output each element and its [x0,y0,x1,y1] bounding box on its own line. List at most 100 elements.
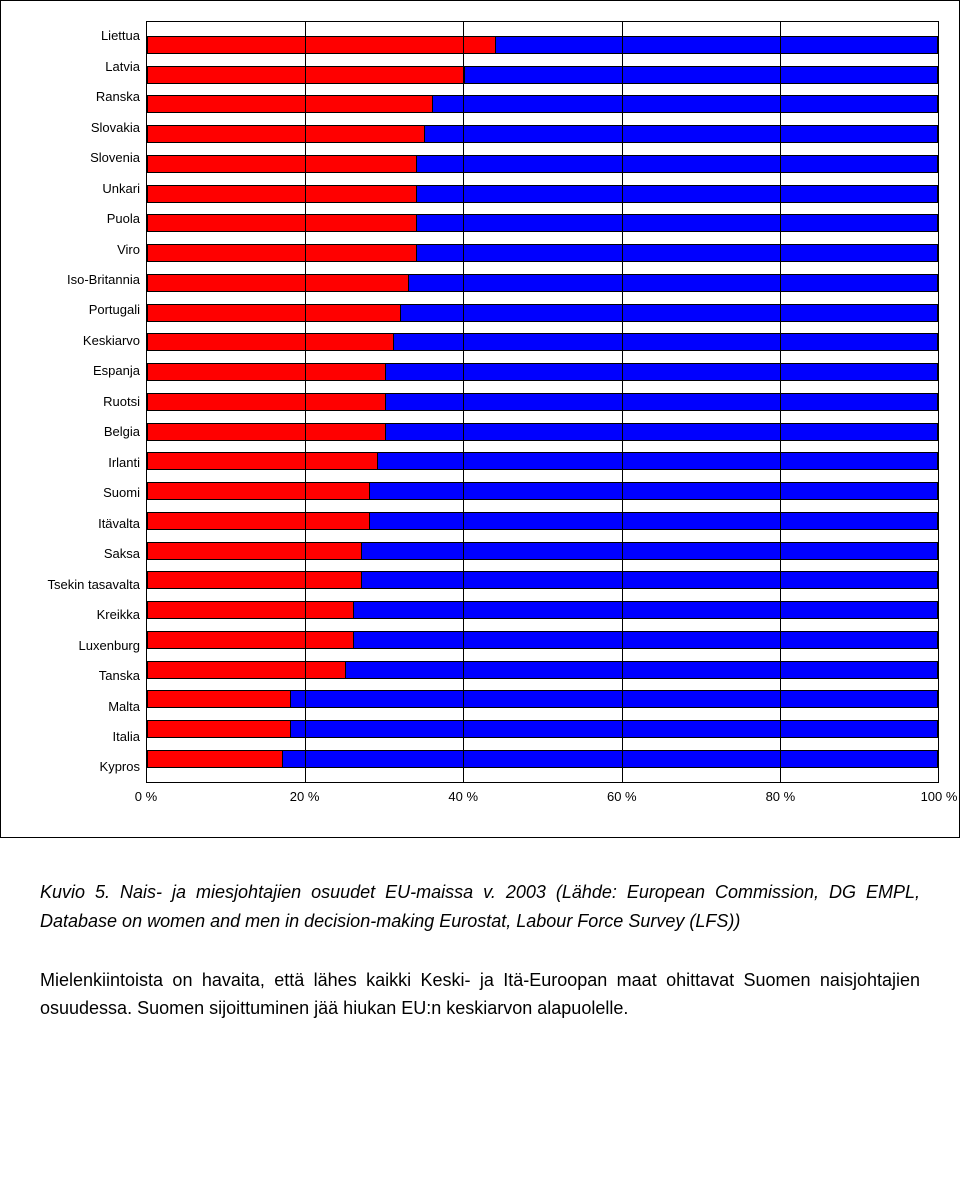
bar-row [147,333,938,351]
grid-line [305,22,306,782]
bar-row [147,363,938,381]
bar-segment-female [148,483,370,499]
bar-row [147,423,938,441]
bar-segment-male [362,572,937,588]
bar-segment-male [283,751,937,767]
category-label: Iso-Britannia [21,265,146,295]
y-axis-labels: LiettuaLatviaRanskaSlovakiaSloveniaUnkar… [21,21,146,783]
x-tick-label: 60 % [607,789,637,804]
bar-row [147,631,938,649]
bar-segment-male [496,37,937,53]
bar-segment-female [148,96,433,112]
category-label: Portugali [21,295,146,325]
bar-row [147,125,938,143]
bars-area [147,30,938,774]
grid-line [622,22,623,782]
bar-row [147,36,938,54]
bar-row [147,214,938,232]
bar-row [147,571,938,589]
bar-row [147,750,938,768]
bar-row [147,512,938,530]
category-label: Tsekin tasavalta [21,570,146,600]
bar-segment-female [148,572,362,588]
bar-row [147,66,938,84]
category-label: Keskiarvo [21,326,146,356]
x-tick-label: 40 % [448,789,478,804]
x-tick-label: 0 % [135,789,157,804]
bar-row [147,304,938,322]
bar-segment-male [417,245,937,261]
bar-row [147,393,938,411]
bar-segment-male [378,453,937,469]
bar-segment-female [148,67,465,83]
category-label: Viro [21,235,146,265]
bar-segment-male [354,602,937,618]
category-label: Espanja [21,356,146,386]
bar-segment-male [386,424,937,440]
bar-row [147,452,938,470]
bar-row [147,482,938,500]
category-label: Italia [21,722,146,752]
category-label: Latvia [21,52,146,82]
category-label: Saksa [21,539,146,569]
bar-row [147,601,938,619]
bar-segment-male [291,691,937,707]
bar-segment-female [148,691,291,707]
bar-segment-female [148,543,362,559]
figure-caption: Kuvio 5. Nais- ja miesjohtajien osuudet … [0,838,960,936]
bar-segment-male [362,543,937,559]
x-tick-label: 80 % [766,789,796,804]
body-paragraph: Mielenkiintoista on havaita, että lähes … [0,936,960,1024]
category-label: Kreikka [21,600,146,630]
bar-segment-female [148,602,354,618]
bar-segment-male [433,96,937,112]
bar-segment-male [346,662,937,678]
bar-segment-female [148,305,401,321]
bar-segment-female [148,186,417,202]
category-label: Ruotsi [21,387,146,417]
bar-row [147,155,938,173]
category-label: Puola [21,204,146,234]
chart-row: LiettuaLatviaRanskaSlovakiaSloveniaUnkar… [21,21,939,783]
bar-row [147,661,938,679]
x-axis: 0 %20 %40 %60 %80 %100 % [21,789,939,807]
bar-row [147,95,938,113]
x-tick-label: 20 % [290,789,320,804]
bar-segment-male [370,483,937,499]
x-tick-label: 100 % [921,789,958,804]
category-label: Irlanti [21,448,146,478]
bar-segment-female [148,453,378,469]
bar-segment-female [148,394,386,410]
bar-segment-female [148,364,386,380]
bar-segment-male [386,364,937,380]
bar-segment-male [409,275,937,291]
bar-segment-male [394,334,937,350]
category-label: Kypros [21,752,146,782]
category-label: Liettua [21,21,146,51]
chart-frame: LiettuaLatviaRanskaSlovakiaSloveniaUnkar… [0,0,960,838]
bar-segment-female [148,721,291,737]
bar-segment-female [148,215,417,231]
category-label: Unkari [21,174,146,204]
plot-area [146,21,939,783]
bar-segment-female [148,126,425,142]
category-label: Ranska [21,82,146,112]
category-label: Malta [21,692,146,722]
category-label: Tanska [21,661,146,691]
bar-segment-female [148,751,283,767]
bar-segment-male [425,126,937,142]
grid-line [780,22,781,782]
bar-segment-male [417,215,937,231]
category-label: Slovakia [21,113,146,143]
grid-line [463,22,464,782]
bar-segment-male [370,513,937,529]
category-label: Slovenia [21,143,146,173]
bar-segment-female [148,662,346,678]
category-label: Suomi [21,478,146,508]
bar-row [147,274,938,292]
category-label: Luxenburg [21,631,146,661]
axis-spacer [21,789,146,807]
bar-segment-male [417,186,937,202]
bar-segment-male [465,67,937,83]
bar-segment-male [401,305,937,321]
